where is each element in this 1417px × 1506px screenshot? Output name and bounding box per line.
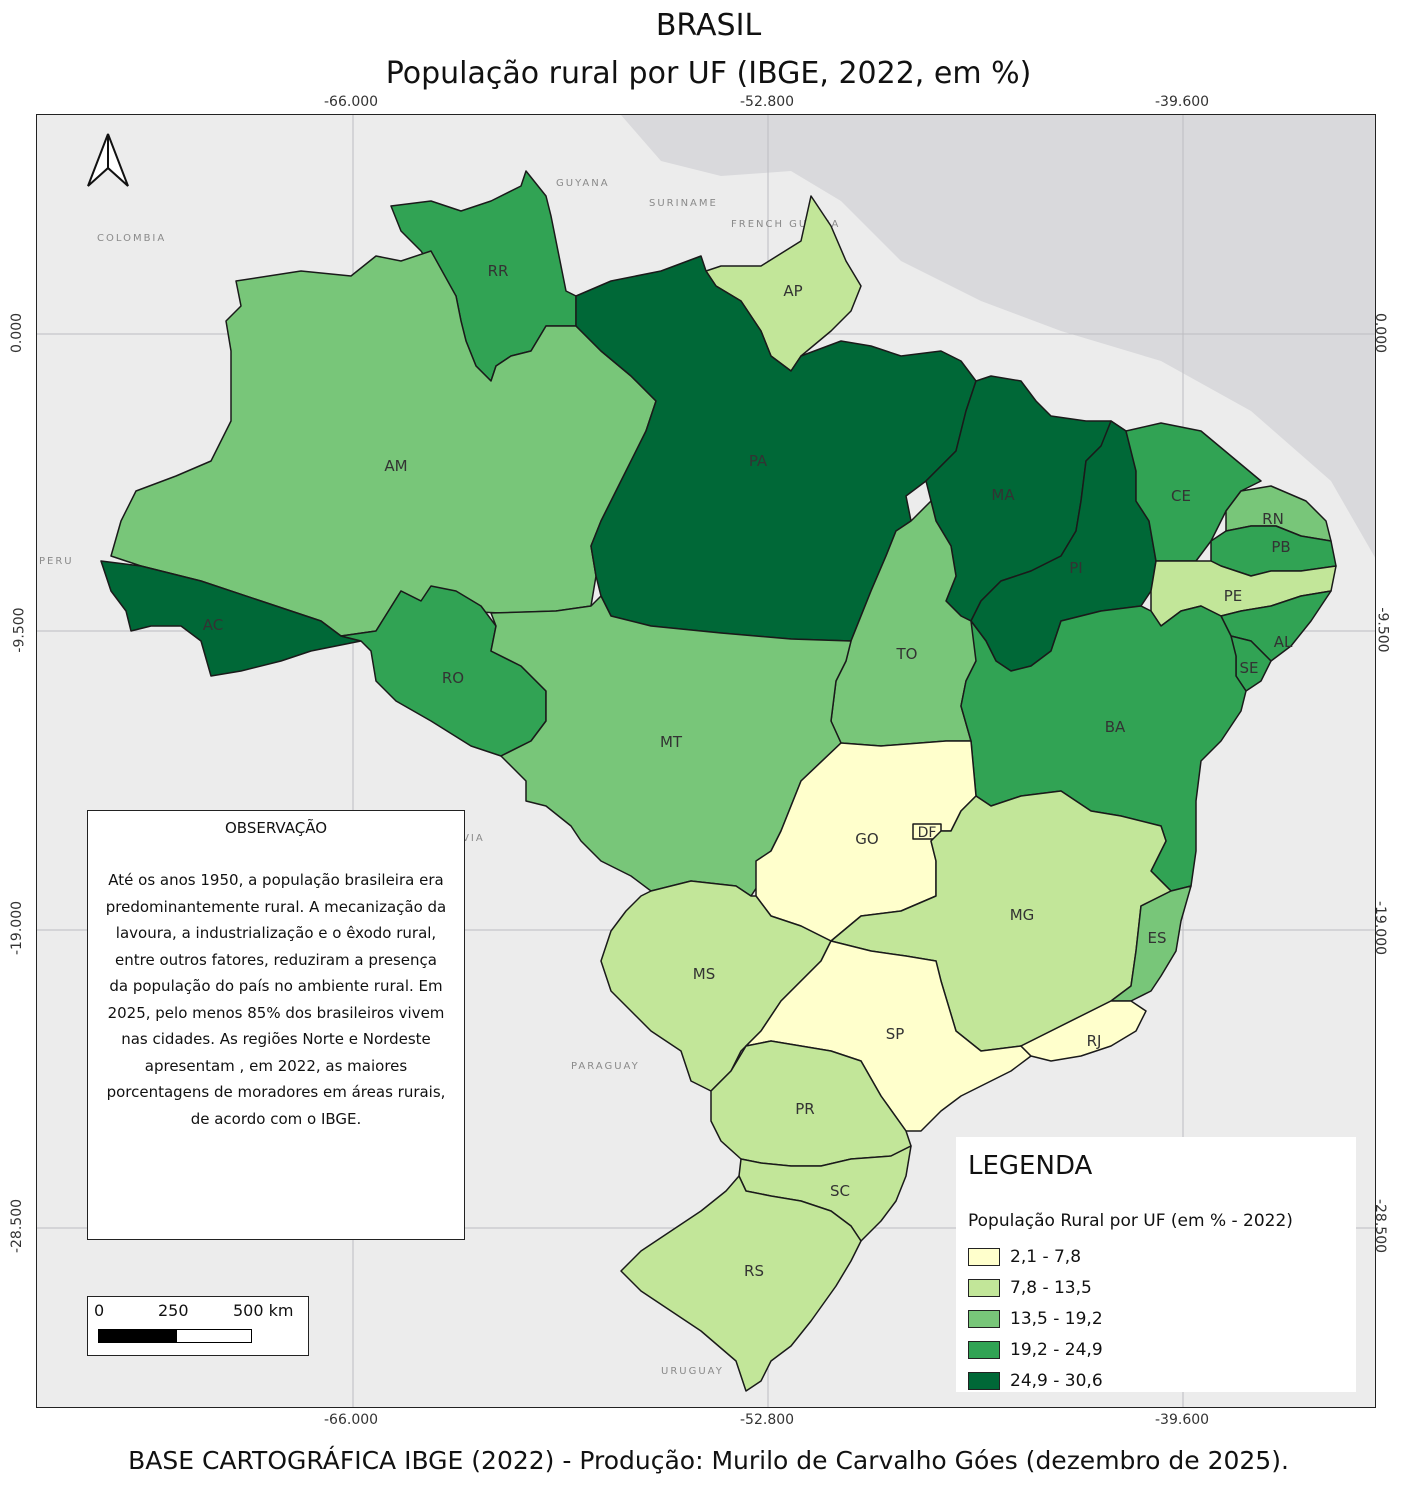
legend-swatch (968, 1341, 1000, 1359)
label-se: SE (1240, 659, 1259, 677)
label-am: AM (384, 457, 407, 475)
label-ms: MS (693, 965, 715, 983)
lon-tick-bottom-1: -66.000 (324, 1412, 379, 1428)
label-ma: MA (991, 486, 1015, 504)
scale-label-500: 500 km (233, 1301, 294, 1320)
label-pe: PE (1224, 587, 1243, 605)
lon-tick-bottom-3: -39.600 (1155, 1412, 1210, 1428)
state-ac (100, 560, 362, 677)
legend-item: 2,1 - 7,8 (968, 1247, 1081, 1269)
lat-tick-left-2: -9.500 (11, 607, 28, 653)
north-arrow-icon (87, 133, 129, 187)
legend-label: 19,2 - 24,9 (1010, 1340, 1103, 1360)
country-label-peru: PERU (39, 556, 74, 567)
state-es (1110, 885, 1192, 1002)
label-pa: PA (749, 452, 768, 470)
legend-label: 2,1 - 7,8 (1010, 1247, 1082, 1267)
label-ba: BA (1105, 718, 1126, 736)
state-rs (620, 1175, 862, 1392)
observation-title: OBSERVAÇÃO (224, 819, 327, 837)
country-label-french-guiana: FRENCH GUIANA (731, 219, 840, 230)
country-label-paraguay: PARAGUAY (571, 1061, 640, 1072)
scale-label-0: 0 (94, 1301, 105, 1320)
label-sp: SP (886, 1025, 905, 1043)
lat-tick-left-1: 0.000 (9, 312, 26, 354)
lat-tick-right-2: -9.500 (1374, 607, 1391, 653)
legend-swatch (968, 1372, 1000, 1390)
label-ce: CE (1171, 487, 1191, 505)
label-rr: RR (488, 262, 509, 280)
country-label-uruguay: URUGUAY (661, 1366, 724, 1377)
lon-tick-bottom-2: -52.800 (740, 1412, 795, 1428)
label-rs: RS (744, 1262, 764, 1280)
legend-swatch (968, 1248, 1000, 1266)
state-rj (1020, 1000, 1147, 1062)
scale-segment-black (98, 1329, 178, 1343)
label-sc: SC (830, 1182, 850, 1200)
label-pb: PB (1271, 538, 1290, 556)
legend-item: 24,9 - 30,6 (968, 1371, 1103, 1393)
label-rj: RJ (1087, 1032, 1102, 1050)
map-title: BRASIL (655, 8, 762, 43)
country-label-guyana: GUYANA (556, 178, 610, 189)
state-ms (600, 880, 832, 1092)
lat-tick-left-4: -28.500 (9, 1198, 26, 1254)
legend-subtitle: População Rural por UF (em % - 2022) (968, 1211, 1293, 1231)
lat-tick-left-3: -19.000 (9, 900, 26, 956)
label-go: GO (855, 830, 878, 848)
legend-item: 7,8 - 13,5 (968, 1278, 1092, 1300)
lon-tick-top-3: -39.600 (1155, 94, 1210, 110)
state-ce (1125, 422, 1262, 562)
legend-item: 13,5 - 19,2 (968, 1309, 1103, 1331)
legend-swatch (968, 1279, 1000, 1297)
label-ac: AC (203, 616, 223, 634)
label-pr: PR (795, 1100, 814, 1118)
label-pi: PI (1069, 559, 1082, 577)
label-mg: MG (1010, 906, 1035, 924)
label-mt: MT (660, 733, 683, 751)
legend-title: LEGENDA (968, 1151, 1093, 1181)
legend-item: 19,2 - 24,9 (968, 1340, 1103, 1362)
lon-tick-top-2: -52.800 (740, 94, 795, 110)
state-pa (575, 255, 977, 642)
legend-label: 13,5 - 19,2 (1010, 1309, 1103, 1329)
label-to: TO (896, 645, 918, 663)
observation-text: Até os anos 1950, a população brasileira… (105, 871, 447, 1128)
label-df: DF (918, 825, 937, 841)
label-al: AL (1274, 633, 1293, 651)
footer-credits: BASE CARTOGRÁFICA IBGE (2022) - Produção… (128, 1446, 1289, 1475)
observation-box: OBSERVAÇÃO Até os anos 1950, a população… (87, 810, 465, 1240)
country-label-suriname: SURINAME (649, 198, 718, 209)
states-layer (100, 170, 1337, 1392)
state-sp (745, 940, 1032, 1132)
legend-label: 7,8 - 13,5 (1010, 1278, 1092, 1298)
state-labels: RR AP AM PA MA PI CE RN PB PE AL SE AC R… (203, 262, 1293, 1280)
label-ro: RO (442, 669, 464, 687)
scale-segment-white (176, 1329, 252, 1343)
legend-swatch (968, 1310, 1000, 1328)
scale-label-250: 250 (158, 1301, 189, 1320)
legend: LEGENDA População Rural por UF (em % - 2… (956, 1137, 1356, 1392)
scale-bar: 0 250 500 km (87, 1296, 309, 1356)
label-rn: RN (1262, 510, 1284, 528)
lon-tick-top-1: -66.000 (324, 94, 379, 110)
country-label-colombia: COLOMBIA (97, 233, 166, 244)
label-ap: AP (783, 282, 802, 300)
label-es: ES (1148, 929, 1167, 947)
legend-label: 24,9 - 30,6 (1010, 1371, 1103, 1391)
map-subtitle: População rural por UF (IBGE, 2022, em %… (385, 56, 1032, 91)
